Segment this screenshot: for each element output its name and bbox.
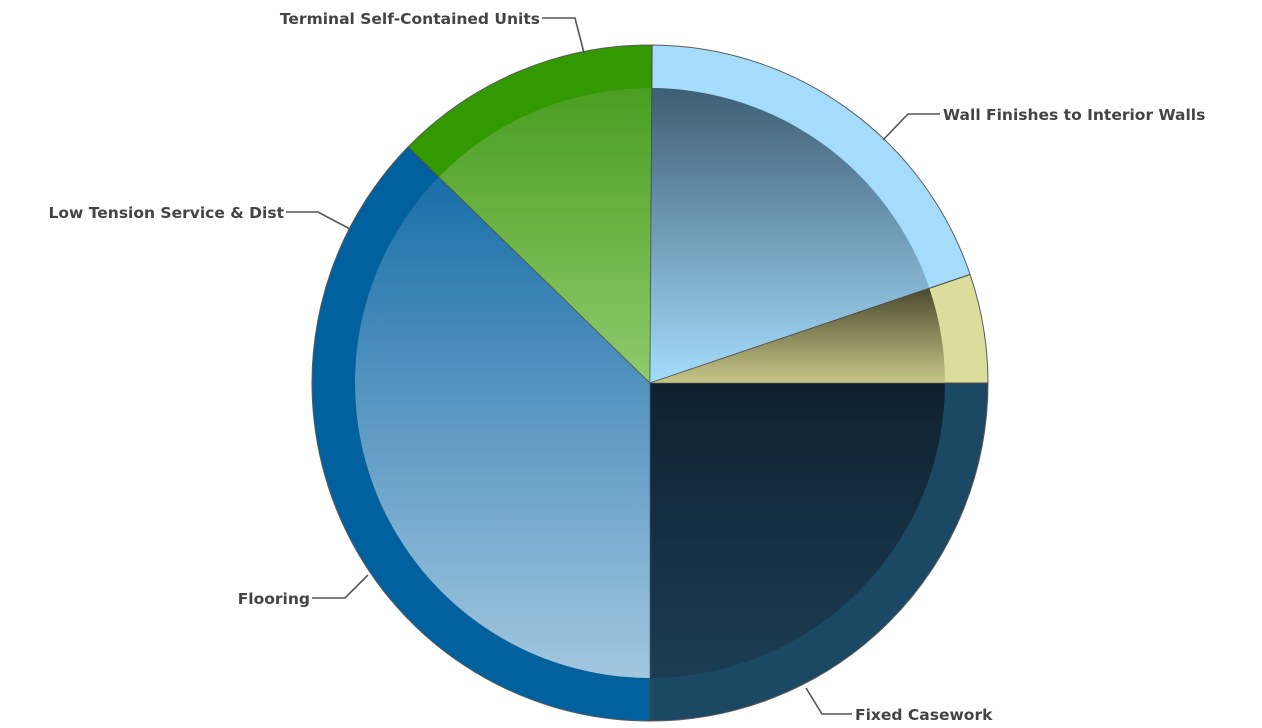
slice-label: Flooring <box>238 590 310 608</box>
pie-slice-inner <box>650 88 930 383</box>
label-leader-line <box>882 113 940 141</box>
pie-slice-inner <box>438 88 652 383</box>
pie-slices <box>311 44 989 722</box>
label-leader-line <box>542 17 585 54</box>
slice-label: Wall Finishes to Interior Walls <box>943 106 1205 124</box>
slice-divider <box>649 274 971 384</box>
slice-label: Low Tension Service & Dist <box>49 204 285 222</box>
label-leader-line <box>805 687 852 715</box>
pie-slice-inner <box>355 177 650 679</box>
pie-slice-inner <box>650 288 945 383</box>
slice-label: Fixed Casework <box>855 706 993 724</box>
label-leader-line <box>286 211 351 230</box>
slice-divider <box>407 146 651 384</box>
pie-slice-inner <box>650 383 945 678</box>
label-leader-line <box>312 574 369 599</box>
pie-labels: Wall Finishes to Interior Walls Fixed Cas… <box>49 10 1206 724</box>
slice-divider <box>649 45 653 384</box>
slice-label: Terminal Self-Contained Units <box>280 10 540 28</box>
